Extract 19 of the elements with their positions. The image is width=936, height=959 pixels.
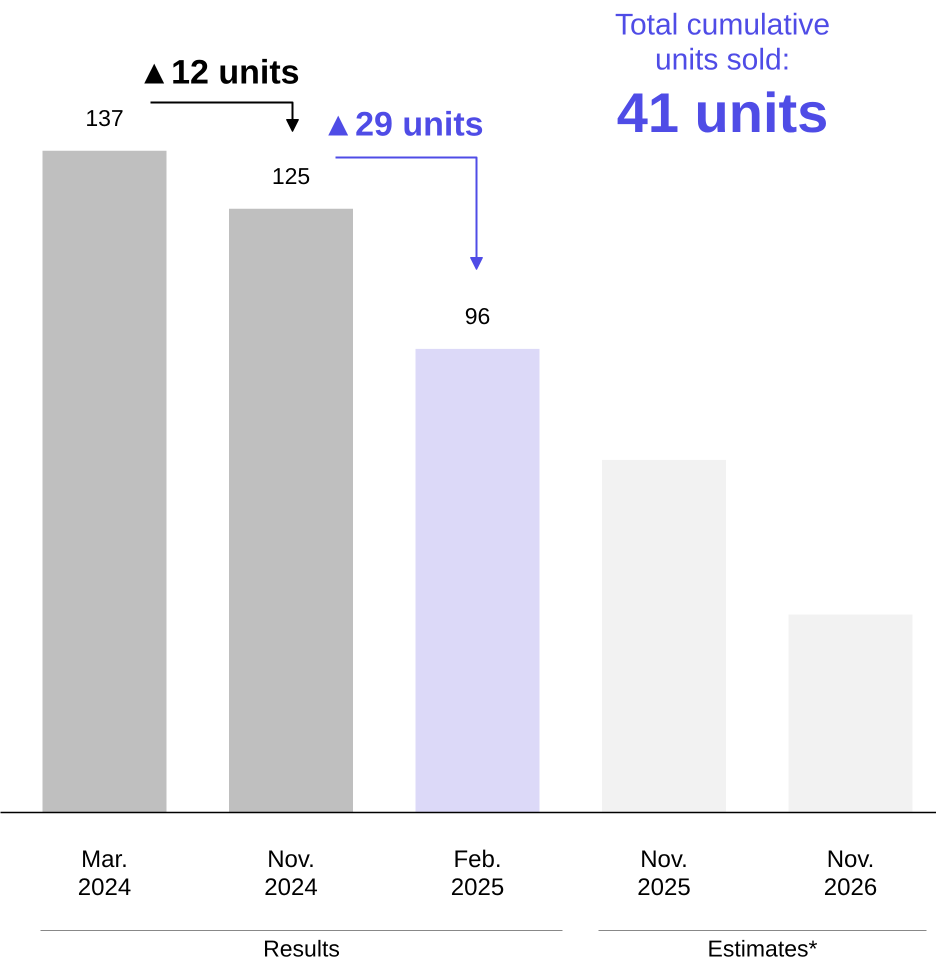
bar [229, 208, 353, 812]
bar [602, 460, 726, 812]
text: Total cumulative units sold: [614, 8, 830, 76]
text: 41 units [616, 81, 828, 144]
x-tick-label: Feb. 2025 [450, 846, 504, 902]
text: Results [263, 936, 340, 959]
x-tick-label: Nov. 2026 [824, 846, 878, 902]
x-tick-label: Mar. 2024 [78, 846, 132, 902]
text: ▲29 units [321, 106, 484, 144]
data-label: 125 [272, 162, 310, 189]
text: ▲12 units [137, 54, 300, 92]
text: Estimates* [708, 936, 818, 959]
x-tick-label: Nov. 2025 [637, 846, 691, 902]
bar [416, 348, 540, 812]
data-label: 137 [85, 104, 124, 131]
x-tick-label: Nov. 2024 [264, 846, 318, 902]
data-label: 96 [464, 302, 490, 329]
bar [788, 614, 912, 812]
bar [42, 150, 166, 812]
